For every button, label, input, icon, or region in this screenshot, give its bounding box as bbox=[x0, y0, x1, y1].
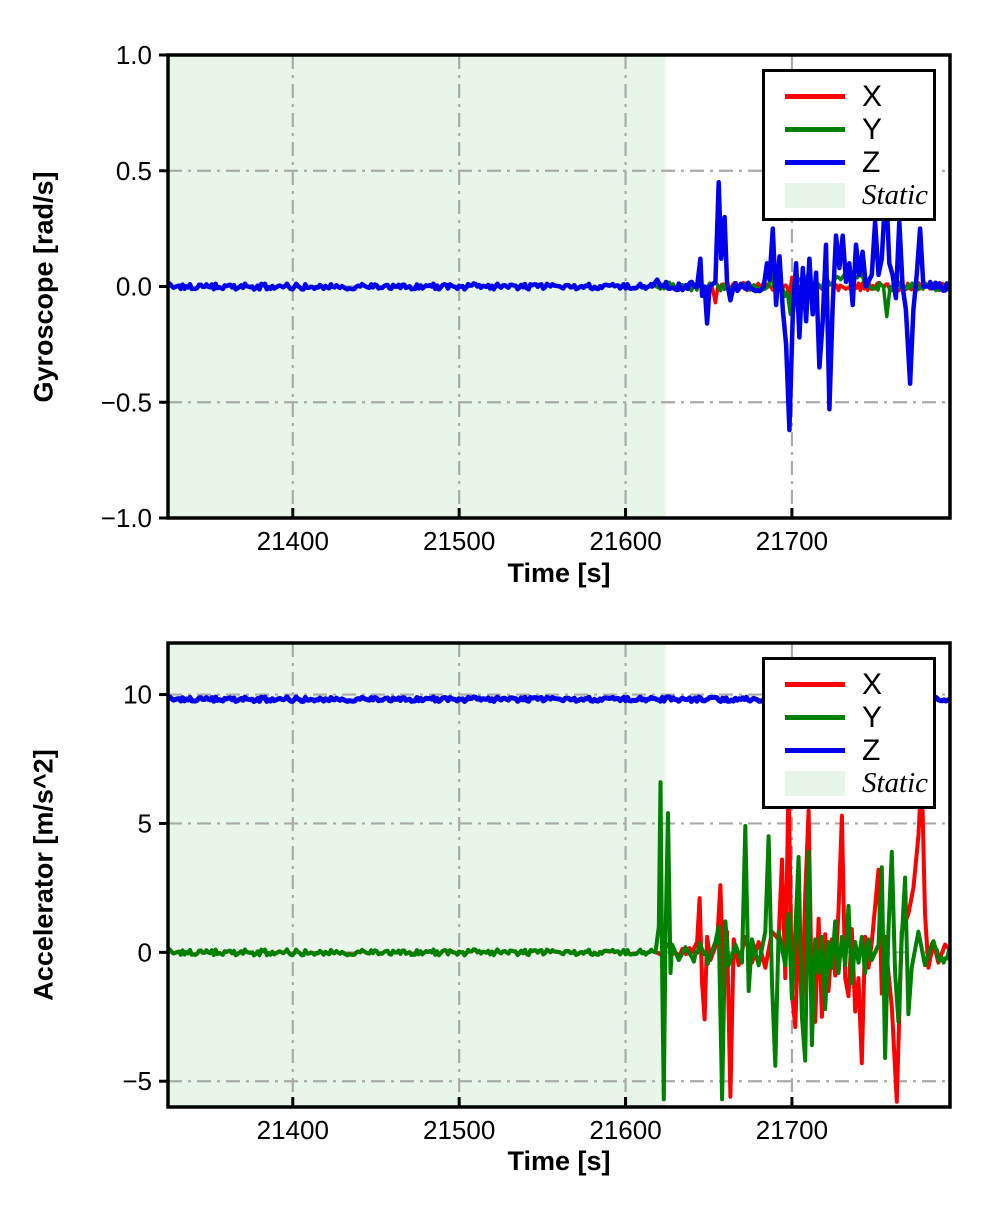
accelerator-y-axis-label: Accelerator [m/s^2] bbox=[28, 749, 59, 1001]
x-tick-label: 21600 bbox=[589, 526, 661, 556]
legend-label: Static bbox=[862, 179, 929, 211]
gyroscope-plot-canvas: 21400 21500 21600 21700 1.0 0.5 0.0 −0.5 −1.0 bbox=[101, 40, 952, 556]
legend-label: Y bbox=[862, 700, 883, 734]
x-tick-label: 21700 bbox=[756, 526, 828, 556]
plot-border bbox=[166, 641, 952, 1109]
accelerator-plot-canvas: 21400 21500 21600 21700 10 5 0 −5 bbox=[122, 641, 952, 1145]
legend-label: Z bbox=[862, 145, 881, 179]
legend-item-y: Y bbox=[765, 113, 933, 146]
gyroscope-plot-area: 21400 21500 21600 21700 1.0 0.5 0.0 −0.5 −1.0 X … bbox=[101, 40, 952, 556]
x-tick-label: 21500 bbox=[423, 1115, 495, 1145]
x-tick-label: 21700 bbox=[756, 1115, 828, 1145]
series-y-line bbox=[168, 780, 950, 1102]
x-series-swatch bbox=[785, 682, 845, 687]
x-tick-label: 21400 bbox=[257, 526, 329, 556]
y-tick-label: 0 bbox=[138, 937, 152, 967]
y-series-swatch bbox=[785, 127, 845, 132]
x-tick-label: 21500 bbox=[423, 526, 495, 556]
legend-item-static: Static bbox=[765, 179, 933, 212]
gyroscope-x-axis-label: Time [s] bbox=[507, 558, 611, 588]
x-tick-label: 21400 bbox=[257, 1115, 329, 1145]
legend-label: Y bbox=[862, 112, 883, 146]
legend-label: X bbox=[862, 667, 883, 701]
legend-item-z: Z bbox=[765, 734, 933, 767]
legend-label: Static bbox=[862, 767, 929, 799]
y-tick-label: −1.0 bbox=[101, 503, 152, 533]
z-series-swatch bbox=[785, 748, 845, 753]
legend-item-x: X bbox=[765, 80, 933, 113]
static-region-swatch bbox=[785, 771, 845, 796]
series-z-line bbox=[168, 180, 950, 433]
legend-label: X bbox=[862, 79, 883, 113]
accelerator-legend: X Y Z Static bbox=[762, 657, 936, 809]
static-region bbox=[168, 643, 666, 1107]
y-tick-label: −0.5 bbox=[101, 387, 152, 417]
y-series-swatch bbox=[785, 715, 845, 720]
x-tick-label: 21600 bbox=[589, 1115, 661, 1145]
gyroscope-y-axis-label: Gyroscope [rad/s] bbox=[28, 171, 59, 403]
y-tick-label: 1.0 bbox=[116, 40, 152, 70]
gyroscope-legend: X Y Z Static bbox=[762, 69, 936, 221]
legend-item-static: Static bbox=[765, 767, 933, 800]
y-tick-label: −5 bbox=[122, 1066, 152, 1096]
plot-border bbox=[166, 53, 952, 520]
y-tick-label: 0.0 bbox=[116, 272, 152, 302]
y-tick-label: 5 bbox=[138, 808, 152, 838]
legend-item-z: Z bbox=[765, 146, 933, 179]
legend-item-x: X bbox=[765, 668, 933, 701]
accelerator-x-axis-label: Time [s] bbox=[507, 1146, 611, 1176]
legend-item-y: Y bbox=[765, 701, 933, 734]
accelerator-plot-area: 21400 21500 21600 21700 10 5 0 −5 X Y Z Static bbox=[122, 641, 952, 1145]
legend-label: Z bbox=[862, 733, 881, 767]
x-series-swatch bbox=[785, 94, 845, 99]
z-series-swatch bbox=[785, 160, 845, 165]
y-tick-label: 0.5 bbox=[116, 156, 152, 186]
y-tick-label: 10 bbox=[123, 680, 152, 710]
static-region-swatch bbox=[785, 183, 845, 208]
